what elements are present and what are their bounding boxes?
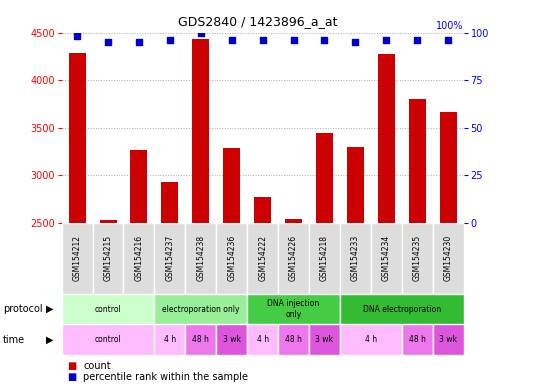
Text: control: control <box>95 305 121 314</box>
Text: GSM154234: GSM154234 <box>382 235 391 281</box>
Text: control: control <box>95 335 121 344</box>
Point <box>166 37 174 43</box>
Point <box>289 37 298 43</box>
Bar <box>347 147 364 384</box>
Bar <box>371 223 402 294</box>
Text: protocol: protocol <box>3 304 42 314</box>
Bar <box>93 223 123 294</box>
Bar <box>161 182 178 384</box>
Point <box>320 37 329 43</box>
Text: 4 h: 4 h <box>164 335 176 344</box>
Bar <box>316 133 333 384</box>
Text: ■: ■ <box>67 361 76 371</box>
Text: 4 h: 4 h <box>365 335 377 344</box>
Bar <box>247 324 278 355</box>
Bar <box>62 324 154 355</box>
Bar <box>433 324 464 355</box>
Bar <box>62 294 154 324</box>
Bar <box>154 294 247 324</box>
Bar <box>223 147 240 384</box>
Bar <box>192 39 209 384</box>
Bar <box>154 223 185 294</box>
Bar <box>409 99 426 384</box>
Point <box>382 37 391 43</box>
Bar <box>254 197 271 384</box>
Text: GSM154212: GSM154212 <box>72 235 81 281</box>
Bar <box>433 223 464 294</box>
Text: count: count <box>83 361 111 371</box>
Point <box>413 37 421 43</box>
Bar <box>278 223 309 294</box>
Bar <box>100 220 116 384</box>
Text: ▶: ▶ <box>46 335 54 345</box>
Point <box>197 30 205 36</box>
Text: 3 wk: 3 wk <box>223 335 241 344</box>
Text: GSM154235: GSM154235 <box>413 235 422 281</box>
Point <box>104 39 113 45</box>
Text: GSM154215: GSM154215 <box>103 235 113 281</box>
Bar <box>340 324 402 355</box>
Text: GSM154237: GSM154237 <box>166 235 174 281</box>
Bar <box>340 294 464 324</box>
Point <box>351 39 360 45</box>
Text: GDS2840 / 1423896_a_at: GDS2840 / 1423896_a_at <box>177 15 337 28</box>
Bar <box>440 113 457 384</box>
Text: electroporation only: electroporation only <box>162 305 240 314</box>
Text: GSM154230: GSM154230 <box>444 235 453 281</box>
Bar <box>278 324 309 355</box>
Text: ▶: ▶ <box>46 304 54 314</box>
Bar <box>216 324 247 355</box>
Bar <box>247 294 340 324</box>
Bar <box>247 223 278 294</box>
Text: DNA electroporation: DNA electroporation <box>363 305 441 314</box>
Text: 48 h: 48 h <box>285 335 302 344</box>
Text: GSM154236: GSM154236 <box>227 235 236 281</box>
Point <box>258 37 267 43</box>
Text: 48 h: 48 h <box>409 335 426 344</box>
Point <box>135 39 143 45</box>
Bar <box>285 219 302 384</box>
Text: 3 wk: 3 wk <box>316 335 333 344</box>
Bar <box>123 223 154 294</box>
Text: 4 h: 4 h <box>257 335 269 344</box>
Text: GSM154238: GSM154238 <box>196 235 205 281</box>
Bar <box>69 53 86 384</box>
Bar <box>340 223 371 294</box>
Bar <box>185 223 216 294</box>
Text: 3 wk: 3 wk <box>439 335 457 344</box>
Text: percentile rank within the sample: percentile rank within the sample <box>83 372 248 382</box>
Text: ■: ■ <box>67 372 76 382</box>
Text: GSM154216: GSM154216 <box>135 235 144 281</box>
Bar <box>309 324 340 355</box>
Point <box>444 37 452 43</box>
Text: GSM154222: GSM154222 <box>258 235 267 281</box>
Point <box>73 33 81 40</box>
Text: GSM154226: GSM154226 <box>289 235 298 281</box>
Text: GSM154233: GSM154233 <box>351 235 360 281</box>
Bar <box>402 324 433 355</box>
Bar <box>216 223 247 294</box>
Text: DNA injection
only: DNA injection only <box>267 300 319 319</box>
Text: 48 h: 48 h <box>192 335 209 344</box>
Text: 100%: 100% <box>436 21 464 31</box>
Bar <box>378 55 395 384</box>
Bar <box>309 223 340 294</box>
Bar <box>130 151 147 384</box>
Bar <box>185 324 216 355</box>
Bar <box>62 223 93 294</box>
Text: GSM154218: GSM154218 <box>320 235 329 281</box>
Bar <box>402 223 433 294</box>
Bar <box>154 324 185 355</box>
Text: time: time <box>3 335 25 345</box>
Point <box>227 37 236 43</box>
